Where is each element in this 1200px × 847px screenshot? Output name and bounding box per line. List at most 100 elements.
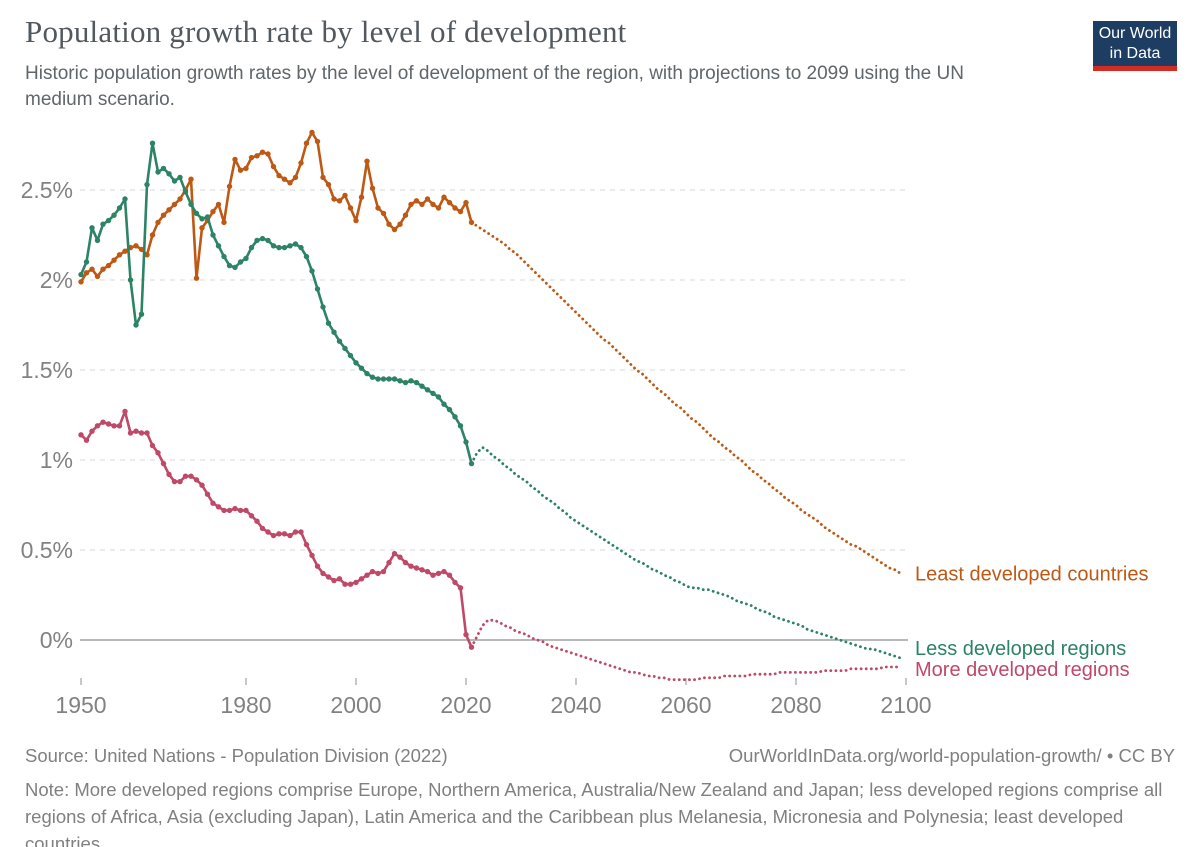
note-text: Note: More developed regions comprise Eu…: [25, 776, 1175, 847]
series-point-more-developed-regions: [336, 576, 343, 582]
series-point-less-developed-regions: [386, 376, 392, 382]
page-title: Population growth rate by level of devel…: [25, 14, 627, 49]
chart-plot-area[interactable]: [80, 120, 908, 686]
series-point-less-developed-regions: [199, 216, 205, 222]
series-point-least-developed-countries: [364, 158, 370, 164]
series-point-less-developed-regions: [391, 376, 398, 382]
series-point-least-developed-countries: [94, 273, 101, 280]
series-point-least-developed-countries: [358, 194, 365, 200]
chart-footer: Source: United Nations - Population Divi…: [25, 745, 1175, 847]
series-point-more-developed-regions: [292, 529, 299, 535]
series-point-least-developed-countries: [287, 180, 293, 186]
series-point-least-developed-countries: [380, 210, 387, 217]
series-point-least-developed-countries: [177, 196, 183, 202]
series-point-more-developed-regions: [276, 531, 282, 537]
series-label-more-developed-regions[interactable]: More developed regions: [915, 659, 1130, 681]
series-point-least-developed-countries: [446, 199, 453, 206]
series-point-more-developed-regions: [424, 568, 431, 575]
owid-logo[interactable]: Our World in Data: [1093, 21, 1177, 71]
series-point-less-developed-regions: [193, 210, 200, 217]
y-axis-tick-label: 1%: [40, 447, 73, 473]
series-point-more-developed-regions: [138, 430, 145, 436]
series-point-less-developed-regions: [232, 264, 238, 271]
series-point-more-developed-regions: [314, 563, 321, 569]
series-point-more-developed-regions: [270, 532, 277, 539]
source-text: Source: United Nations - Population Divi…: [25, 745, 448, 766]
x-axis-tick-label: 2040: [550, 692, 601, 718]
series-point-less-developed-regions: [435, 394, 442, 400]
owid-url-link[interactable]: OurWorldInData.org/world-population-grow…: [728, 745, 1175, 766]
series-point-least-developed-countries: [298, 160, 304, 166]
series-point-more-developed-regions: [237, 507, 244, 514]
series-point-less-developed-regions: [177, 174, 183, 181]
series-point-more-developed-regions: [199, 482, 205, 488]
series-point-more-developed-regions: [100, 419, 106, 425]
note-line-2: regions of Africa, Asia (excluding Japan…: [25, 806, 1124, 847]
series-point-more-developed-regions: [446, 572, 453, 578]
series-point-less-developed-regions: [402, 379, 409, 386]
series-point-least-developed-countries: [237, 167, 244, 173]
series-point-least-developed-countries: [116, 252, 123, 258]
series-point-less-developed-regions: [100, 221, 106, 227]
series-point-more-developed-regions: [177, 478, 183, 485]
series-point-less-developed-regions: [292, 241, 299, 247]
series-point-least-developed-countries: [149, 232, 156, 238]
series-point-less-developed-regions: [83, 259, 90, 265]
series-point-less-developed-regions: [144, 181, 150, 188]
series-point-more-developed-regions: [188, 473, 194, 479]
series-point-least-developed-countries: [160, 212, 167, 218]
series-point-less-developed-regions: [413, 379, 420, 386]
series-point-more-developed-regions: [325, 574, 332, 580]
series-point-more-developed-regions: [468, 644, 475, 650]
series-point-less-developed-regions: [298, 244, 304, 251]
x-axis-tick-label: 2100: [880, 692, 931, 718]
x-axis-tick-label: 2060: [660, 692, 711, 718]
series-point-less-developed-regions: [463, 439, 469, 445]
series-point-more-developed-regions: [111, 423, 117, 429]
series-point-least-developed-countries: [265, 151, 271, 157]
series-point-least-developed-countries: [171, 201, 178, 208]
series-point-more-developed-regions: [435, 570, 442, 577]
series-point-less-developed-regions: [314, 286, 321, 292]
series-point-least-developed-countries: [215, 201, 222, 208]
series-label-least-developed-countries[interactable]: Least developed countries: [915, 563, 1149, 585]
series-point-less-developed-regions: [111, 212, 117, 218]
series-point-more-developed-regions: [430, 572, 436, 578]
series-point-more-developed-regions: [94, 423, 101, 429]
series-point-less-developed-regions: [149, 140, 156, 146]
series-point-least-developed-countries: [138, 246, 145, 253]
series-point-less-developed-regions: [353, 360, 359, 366]
series-point-less-developed-regions: [331, 329, 337, 335]
series-point-least-developed-countries: [105, 262, 112, 269]
series-point-least-developed-countries: [221, 219, 227, 226]
series-point-less-developed-regions: [204, 214, 211, 220]
series-point-more-developed-regions: [83, 437, 90, 443]
series-point-least-developed-countries: [419, 201, 425, 208]
series-point-less-developed-regions: [78, 271, 84, 278]
series-point-less-developed-regions: [424, 387, 431, 393]
series-point-more-developed-regions: [375, 570, 381, 577]
series-point-least-developed-countries: [309, 129, 315, 136]
series-point-least-developed-countries: [144, 252, 150, 258]
owid-logo-line-2: in Data: [1109, 44, 1161, 62]
series-point-more-developed-regions: [133, 428, 139, 434]
series-point-more-developed-regions: [166, 471, 172, 478]
series-point-more-developed-regions: [347, 581, 354, 587]
series-point-more-developed-regions: [215, 504, 222, 510]
series-point-more-developed-regions: [243, 507, 249, 514]
series-point-more-developed-regions: [221, 507, 227, 514]
series-point-more-developed-regions: [320, 570, 326, 577]
series-point-more-developed-regions: [364, 572, 370, 578]
series-point-less-developed-regions: [347, 352, 354, 359]
series-point-more-developed-regions: [386, 559, 392, 566]
series-point-more-developed-regions: [232, 505, 238, 512]
series-point-less-developed-regions: [452, 414, 458, 420]
series-point-more-developed-regions: [391, 550, 398, 557]
series-label-less-developed-regions[interactable]: Less developed regions: [915, 638, 1126, 660]
series-point-more-developed-regions: [89, 428, 95, 434]
chart-subtitle: Historic population growth rates by the …: [25, 61, 964, 113]
x-axis-tick-label: 2020: [440, 692, 491, 718]
series-point-less-developed-regions: [281, 244, 288, 251]
